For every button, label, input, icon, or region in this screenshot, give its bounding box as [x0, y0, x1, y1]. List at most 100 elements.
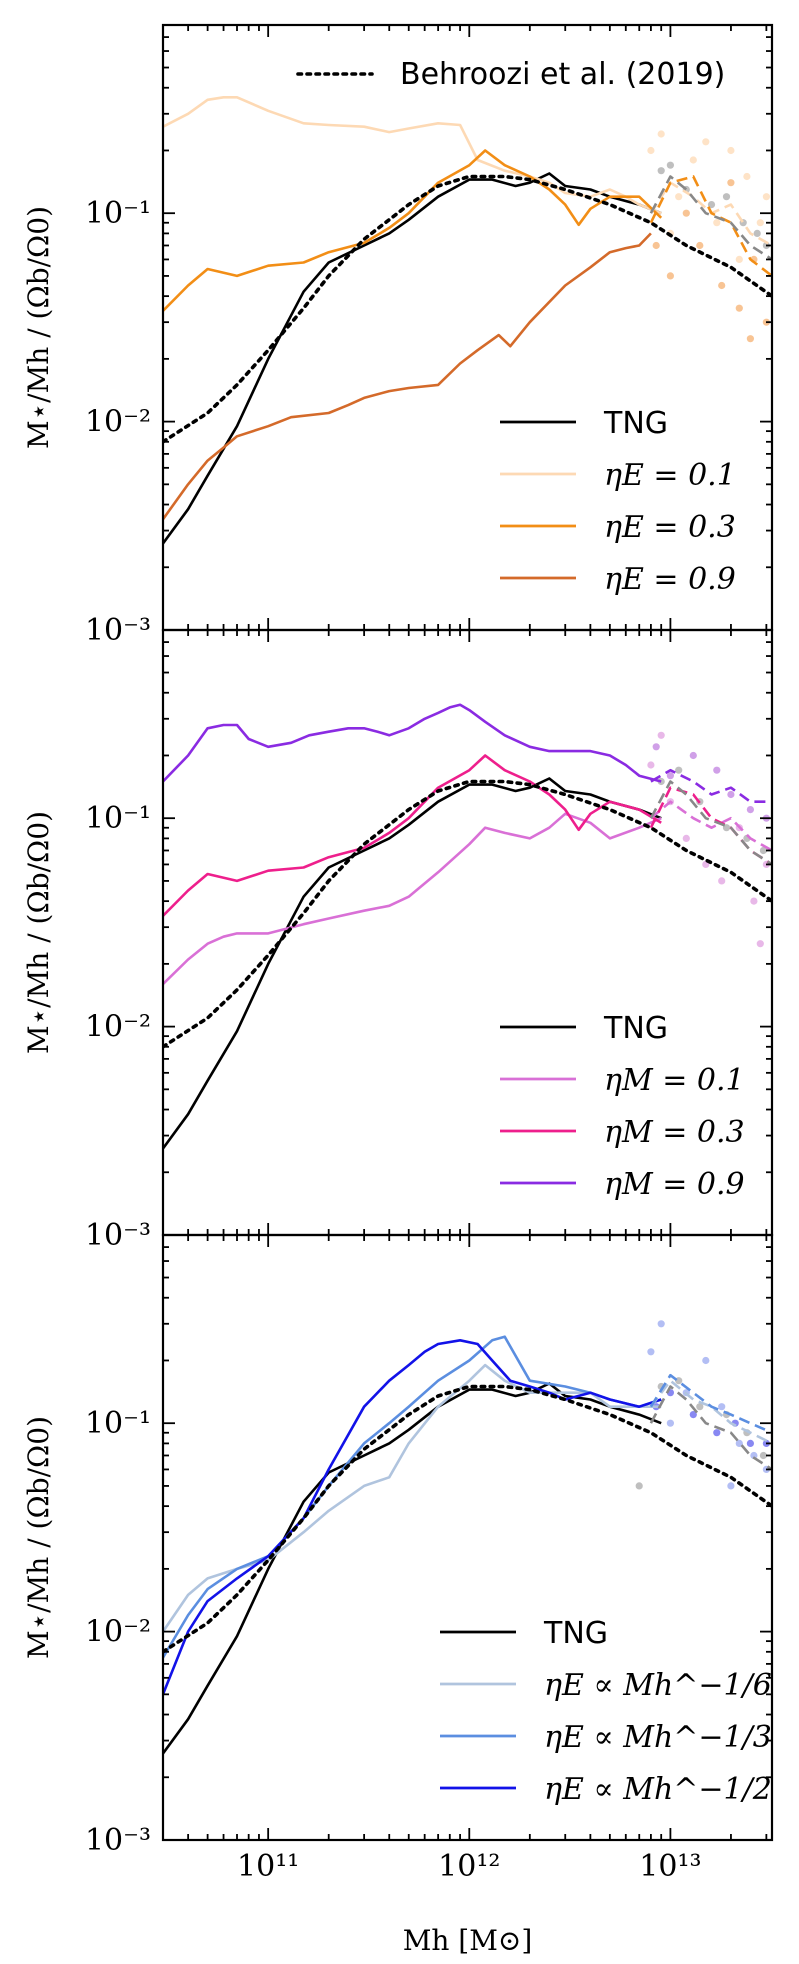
- panel-top: 10⁻³ 10⁻² 10⁻¹ M⋆/Mh / (Ωb/Ω0) Behroozi et a…: [22, 23, 774, 648]
- scatter-point: [743, 172, 751, 181]
- y-tick-label: 10⁻¹: [85, 1406, 151, 1441]
- scatter-point: [735, 1439, 743, 1447]
- legend-label-behroozi: Behroozi et al. (2019): [400, 57, 725, 92]
- panel-bottom: 10⁻³ 10⁻² 10⁻¹ 10¹¹ 10¹² 10¹³ M⋆/Mh / (Ωb/Ω0) M…: [22, 1233, 774, 1957]
- y-tick-label: 10⁻³: [85, 1823, 151, 1858]
- series-eta-m-0-3-extrapolated: [649, 786, 772, 866]
- scatter-point: [702, 1356, 710, 1365]
- scatter-point: [696, 1403, 704, 1411]
- scatter-point: [756, 219, 764, 227]
- series-eta-e-mh-1-3: [163, 1335, 662, 1659]
- y-axis-label: M⋆/Mh / (Ωb/Ω0): [22, 811, 55, 1054]
- scatter-point: [759, 1451, 768, 1460]
- scatter-point: [718, 281, 726, 290]
- y-tick-label: 10⁻¹: [85, 196, 151, 231]
- scatter-point: [746, 335, 755, 343]
- scatter-point: [657, 1320, 665, 1328]
- scatter-point: [682, 834, 690, 843]
- series-eta-e-0-3-extrapolated: [649, 175, 772, 277]
- scatter-point: [657, 731, 665, 739]
- x-axis-label: Mh [M⊙]: [403, 1924, 533, 1957]
- y-axis-label: M⋆/Mh / (Ωb/Ω0): [22, 206, 55, 449]
- scatter-point: [652, 743, 660, 751]
- scatter-point: [707, 201, 716, 209]
- scatter-point: [713, 1429, 721, 1437]
- y-axis-label: M⋆/Mh / (Ωb/Ω0): [22, 1416, 55, 1659]
- scatter-point: [762, 193, 771, 201]
- legend-label-eta-e-mh-1-2: ηE ∝ Mh^−1/2: [544, 1772, 772, 1807]
- legend-label-tng: TNG: [543, 1616, 608, 1651]
- scatter-point: [666, 1419, 675, 1427]
- y-tick-label: 10⁻²: [85, 405, 151, 440]
- plot-area: [163, 1320, 772, 1755]
- y-tick-label: 10⁻¹: [85, 801, 151, 836]
- scatter-point: [756, 940, 764, 948]
- scatter-point: [647, 146, 655, 155]
- axes-frame: [161, 1233, 774, 1842]
- series-tng-extrapolated: [649, 780, 772, 866]
- series-tng-extrapolated: [649, 1385, 772, 1471]
- y-tick-label: 10⁻²: [85, 1615, 151, 1650]
- scatter-point: [713, 766, 721, 774]
- legend-label-eta-e-0-1: ηE = 0.1: [604, 458, 736, 493]
- scatter-point: [735, 304, 743, 312]
- scatter-point: [666, 772, 675, 780]
- scatter-point: [647, 1348, 655, 1356]
- scatter-point: [675, 193, 683, 201]
- series-eta-e-0-3: [163, 149, 663, 312]
- scatter-point: [652, 241, 660, 250]
- scatter-point: [657, 130, 665, 138]
- y-tick-label: 10⁻³: [85, 613, 151, 648]
- scatter-point: [753, 229, 761, 237]
- plot-area: [163, 96, 772, 545]
- scatter-point: [718, 877, 726, 885]
- series-tng: [163, 777, 662, 1150]
- scatter-point: [675, 766, 683, 774]
- series-eta-e-mh-1-3-extrapolated: [649, 1373, 772, 1434]
- scatter-point: [689, 1411, 697, 1419]
- scatter-point: [666, 272, 675, 280]
- legend-label-eta-e-0-3: ηE = 0.3: [604, 510, 736, 545]
- series-eta-m-0-1-extrapolated: [650, 800, 772, 852]
- plot-area: [163, 703, 772, 1150]
- scatter-point: [702, 138, 710, 146]
- series-eta-e-0-9: [163, 232, 652, 520]
- legend-label-eta-m-0-1: ηM = 0.1: [604, 1063, 745, 1098]
- scatter-point: [746, 1439, 755, 1447]
- scatter-point: [727, 1482, 735, 1490]
- scatter-point: [727, 146, 735, 155]
- scatter-point: [682, 209, 690, 217]
- scatter-point: [759, 846, 768, 855]
- scatter-point: [727, 790, 735, 799]
- x-tick-label: 10¹³: [639, 1849, 701, 1884]
- x-tick-label: 10¹¹: [237, 1849, 299, 1884]
- legend-label-eta-m-0-9: ηM = 0.9: [604, 1167, 745, 1202]
- scatter-point: [750, 897, 758, 905]
- scatter-point: [696, 241, 704, 250]
- scatter-point: [689, 751, 697, 760]
- y-tick-label: 10⁻³: [85, 1218, 151, 1253]
- scatter-point: [635, 1482, 643, 1490]
- scatter-point: [718, 1403, 726, 1411]
- legend-label-eta-e-mh-1-6: ηE ∝ Mh^−1/6: [544, 1668, 772, 1703]
- series-tng-extrapolated: [649, 175, 772, 261]
- series-eta-m-0-9: [163, 703, 662, 783]
- series-eta-m-0-3: [163, 754, 662, 917]
- panel-middle: 10⁻³ 10⁻² 10⁻¹ M⋆/Mh / (Ωb/Ω0) TNG ηM = 0.1 ηM…: [22, 628, 774, 1253]
- scatter-point: [666, 161, 675, 169]
- legend-label-eta-e-0-9: ηE = 0.9: [604, 562, 736, 597]
- series-behroozi-et-al-2019: [163, 1384, 772, 1654]
- legend-label-eta-m-0-3: ηM = 0.3: [604, 1115, 745, 1150]
- legend-label-tng: TNG: [603, 406, 668, 441]
- scatter-point: [746, 806, 755, 814]
- legend-label-tng: TNG: [603, 1011, 668, 1046]
- series-eta-e-mh-1-2: [163, 1339, 662, 1695]
- scatter-point: [727, 179, 735, 187]
- y-tick-label: 10⁻²: [85, 1010, 151, 1045]
- series-behroozi-et-al-2019: [163, 174, 772, 444]
- scatter-point: [689, 156, 697, 164]
- series-eta-m-0-9-extrapolated: [650, 768, 772, 804]
- series-eta-e-0-1: [163, 96, 662, 215]
- series-tng: [163, 172, 662, 545]
